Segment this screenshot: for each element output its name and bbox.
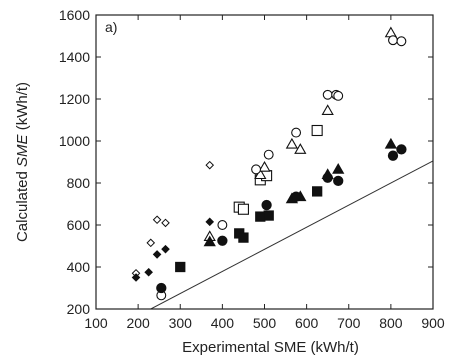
open-diamond-point	[161, 218, 170, 228]
filled-square-point	[238, 232, 249, 243]
y-axis-title-italic: SME	[14, 133, 31, 167]
y-axis-title: Calculated SME (kWh/t)	[14, 82, 31, 242]
filled-diamond-point	[161, 244, 170, 254]
filled-triangle-point	[332, 163, 345, 174]
x-tick-label: 400	[211, 315, 235, 331]
filled-circle-point	[396, 144, 407, 155]
y-tick-label: 600	[67, 217, 91, 233]
filled-circle-point	[387, 150, 399, 161]
open-triangle-point	[285, 137, 299, 149]
open-triangle-point	[294, 143, 307, 154]
open-circle-point	[251, 164, 262, 175]
open-circle-point	[217, 220, 228, 230]
open-triangle-point	[258, 160, 271, 172]
x-tick-label: 600	[295, 315, 319, 331]
open-triangle-point	[384, 26, 398, 38]
filled-circle-point	[333, 175, 344, 187]
filled-square-point	[175, 261, 186, 273]
open-diamond-point	[146, 238, 156, 248]
filled-circle-point	[322, 172, 333, 183]
x-tick-label: 200	[126, 315, 150, 331]
open-triangle-point	[321, 104, 334, 115]
x-axis-title: Experimental SME (kWh/t)	[182, 339, 359, 356]
filled-diamond-point	[205, 217, 215, 227]
y-tick-label: 1200	[59, 91, 90, 107]
open-square-point	[311, 124, 323, 137]
filled-circle-point	[156, 282, 167, 294]
filled-circle-point	[261, 199, 272, 211]
plot-frame	[95, 14, 434, 310]
x-tick-label: 700	[337, 315, 361, 331]
y-axis-title-suffix: (kWh/t)	[14, 82, 31, 135]
open-diamond-point	[152, 215, 162, 225]
y-tick-label: 1000	[59, 133, 90, 149]
open-circle-point	[291, 127, 302, 138]
open-square-point	[237, 203, 249, 215]
filled-square-point	[255, 211, 266, 222]
filled-triangle-point	[203, 235, 216, 247]
panel-label: a)	[105, 19, 117, 35]
filled-triangle-point	[384, 137, 398, 149]
filled-circle-point	[217, 235, 228, 246]
open-circle-point	[333, 90, 344, 101]
filled-square-point	[312, 186, 323, 197]
y-tick-label: 1600	[59, 7, 90, 23]
filled-square-point	[263, 210, 274, 221]
y-tick-label: 400	[67, 259, 91, 275]
x-tick-label: 300	[169, 315, 193, 331]
open-circle-point	[263, 149, 274, 160]
open-circle-point	[396, 36, 407, 47]
open-diamond-point	[205, 160, 215, 170]
y-axis-title-prefix: Calculated	[14, 167, 31, 242]
filled-diamond-point	[144, 267, 153, 277]
y-tick-label: 800	[67, 175, 91, 191]
filled-diamond-point	[152, 250, 162, 259]
filled-diamond-point	[131, 273, 141, 282]
x-tick-label: 900	[421, 315, 445, 331]
y-tick-label: 200	[67, 301, 91, 317]
open-circle-point	[322, 89, 333, 100]
open-circle-point	[388, 35, 398, 46]
y-tick-label: 1400	[59, 49, 90, 65]
filled-circle-point	[290, 191, 302, 202]
x-tick-label: 500	[253, 315, 277, 331]
x-tick-label: 800	[379, 315, 403, 331]
x-tick-label: 100	[84, 315, 108, 331]
plot-area: 100 200 300 400 500 600 700 800 9002004006008001…	[59, 7, 445, 331]
reference-line	[150, 160, 433, 309]
